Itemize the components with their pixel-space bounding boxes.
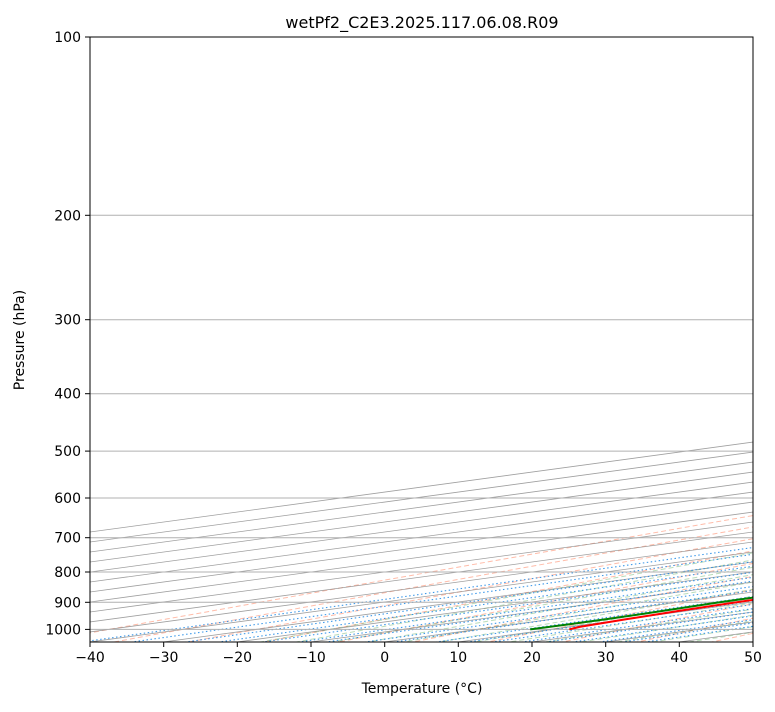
y-tick-label: 600: [54, 491, 81, 507]
y-tick-label: 300: [54, 313, 81, 329]
x-tick-label: −40: [75, 650, 105, 666]
isotherm-line: [0, 24, 775, 649]
x-axis-label: Temperature (°C): [361, 681, 483, 697]
y-tick-label: 100: [54, 30, 81, 46]
x-tick-label: 20: [523, 650, 541, 666]
y-tick-label: 800: [54, 565, 81, 581]
dry-adiabat: [150, 50, 775, 650]
moist-adiabat: [641, 24, 775, 649]
mixing-ratio-line: [65, 451, 775, 644]
isotherm-line: [0, 24, 775, 649]
y-tick-label: 900: [54, 595, 81, 611]
profile-layer: [530, 37, 775, 629]
plot-frame: [90, 37, 753, 642]
dry-adiabat: [753, 50, 775, 650]
moist-adiabat: [360, 24, 775, 649]
y-tick-label: 200: [54, 208, 81, 224]
y-tick-label: 500: [54, 444, 81, 460]
dry-adiabat: [301, 50, 775, 650]
isotherm-line: [700, 24, 775, 649]
x-tick-label: −30: [149, 650, 179, 666]
moist-adiabat: [499, 24, 775, 649]
dry-adiabat: [0, 50, 775, 650]
x-tick-label: 0: [380, 650, 389, 666]
x-tick-label: 40: [670, 650, 688, 666]
pressure-grid: [90, 37, 753, 629]
dry-adiabat: [677, 50, 775, 650]
isotherm-line: [0, 24, 775, 649]
isotherm-line: [331, 24, 775, 649]
y-tick-label: 700: [54, 531, 81, 547]
moist-adiabat: [220, 24, 775, 649]
isotherm-line: [0, 24, 775, 649]
moist-adiabat: [395, 24, 775, 649]
moist-adiabat: [255, 24, 775, 649]
mixing-ratio-line: [556, 451, 775, 644]
moist-adiabat: [429, 24, 775, 649]
x-tick-label: −10: [296, 650, 326, 666]
isotherm-line: [258, 24, 775, 649]
dry-adiabat: [527, 50, 775, 650]
x-tick-label: 50: [744, 650, 762, 666]
chart-title: wetPf2_C2E3.2025.117.06.08.R09: [285, 13, 558, 33]
dewpoint-profile-line: [530, 37, 775, 629]
isotherm-line: [184, 24, 775, 649]
isotherm-line: [37, 24, 775, 649]
y-tick-label: 1000: [45, 622, 81, 638]
dry-adiabat: [451, 50, 775, 650]
x-tick-label: −20: [223, 650, 253, 666]
x-tick-label: 30: [597, 650, 615, 666]
isotherm-line: [0, 24, 775, 649]
x-tick-label: 10: [449, 650, 467, 666]
isotherm-line: [0, 24, 775, 649]
isotherm-line: [0, 24, 775, 649]
moist-adiabat: [291, 24, 775, 649]
y-axis-label: Pressure (hPa): [12, 290, 28, 390]
y-tick-label: 400: [54, 387, 81, 403]
mixing-ratio-line: [583, 451, 775, 644]
dry-adiabat: [75, 50, 775, 650]
moist-adiabat: [570, 24, 775, 649]
background-lines: [0, 24, 775, 649]
moist-adiabat: [605, 24, 775, 649]
moist-adiabat: [326, 24, 775, 649]
isotherm-line: [0, 24, 775, 649]
isotherm-line: [0, 24, 775, 649]
isotherm-line: [0, 24, 775, 649]
isotherm-line: [0, 24, 775, 649]
dry-adiabat: [376, 50, 775, 650]
